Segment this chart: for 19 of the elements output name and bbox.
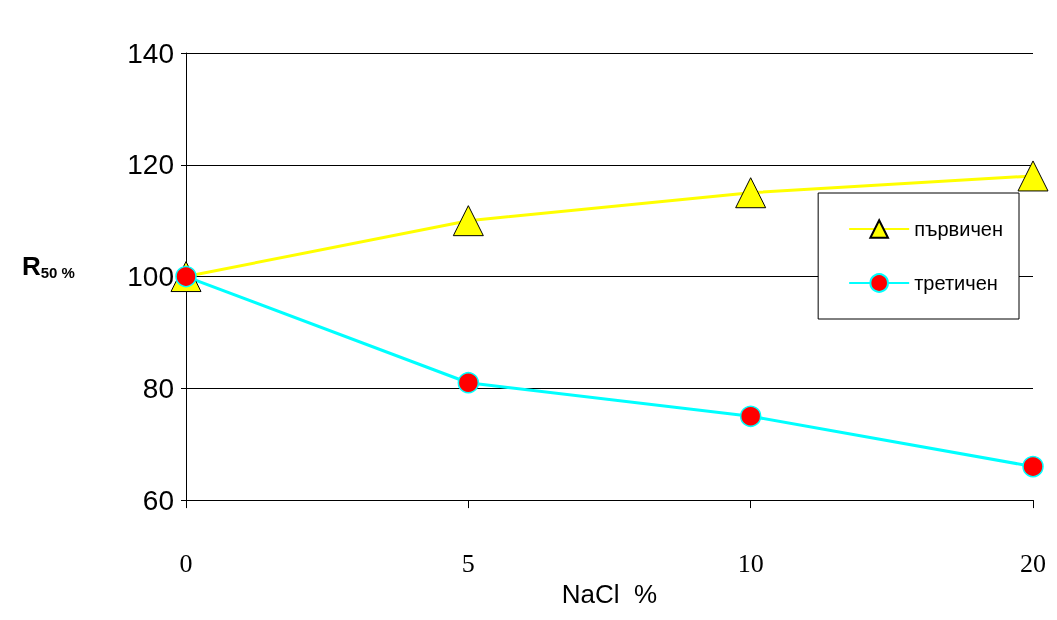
point xyxy=(457,371,480,394)
x-tick-label: 20 xyxy=(1020,548,1046,578)
y-tick-label: 120 xyxy=(127,149,174,181)
y-tick-label: 60 xyxy=(142,484,174,516)
x-tick-label: 5 xyxy=(461,548,475,578)
x-axis-title: NaCl % xyxy=(561,579,658,609)
point xyxy=(735,177,767,209)
point xyxy=(1022,455,1044,478)
point xyxy=(452,205,484,237)
x-tick-label: 10 xyxy=(737,548,764,578)
y-tick-label: 100 xyxy=(127,261,174,293)
legend-label: третичен xyxy=(914,272,998,294)
legend-label: първичен xyxy=(914,218,1004,240)
y-tick-label: 140 xyxy=(127,37,174,69)
y-axis-title: R50 % xyxy=(22,251,75,281)
point xyxy=(1017,160,1049,192)
point xyxy=(739,405,762,428)
y-tick-label: 80 xyxy=(142,372,174,404)
x-tick-label: 0 xyxy=(179,548,193,578)
